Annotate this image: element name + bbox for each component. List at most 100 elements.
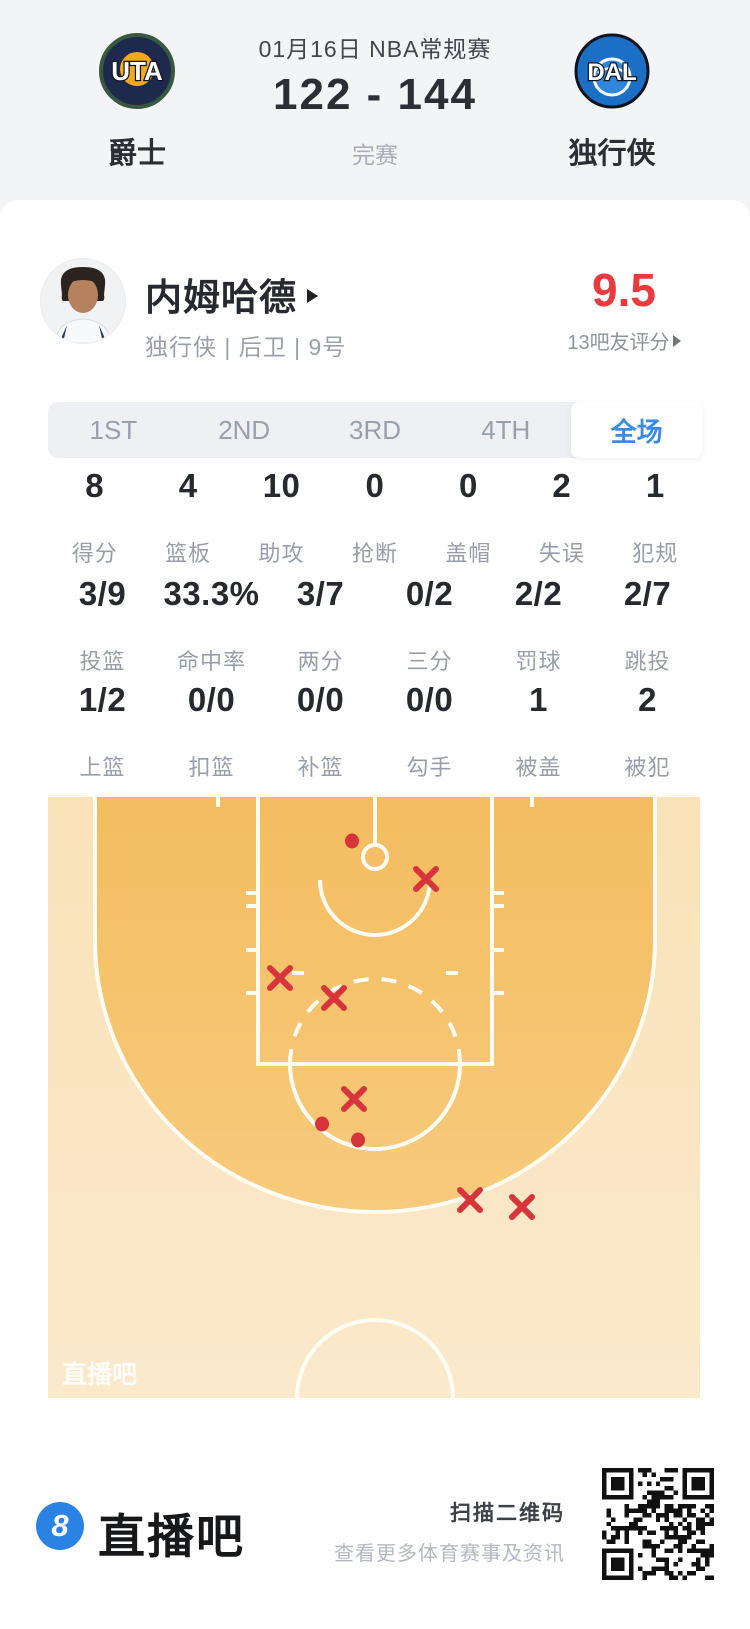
center-circle bbox=[295, 1318, 455, 1398]
stat-label: 命中率 bbox=[176, 649, 246, 674]
stat-cell: 8 得分 bbox=[48, 468, 141, 568]
tab-1st[interactable]: 1ST bbox=[48, 402, 179, 458]
stat-label: 盖帽 bbox=[445, 541, 492, 566]
logo-digit: 8 bbox=[51, 1508, 69, 1543]
home-team-logo: UTA bbox=[99, 33, 175, 109]
svg-text:UTA: UTA bbox=[111, 56, 163, 86]
stat-cell: 1 被盖 bbox=[484, 682, 593, 782]
tab-label: 3RD bbox=[348, 414, 401, 445]
stat-cell: 0/0 补篮 bbox=[266, 682, 375, 782]
qr-code-icon bbox=[602, 1468, 714, 1580]
scan-subtitle: 查看更多体育赛事及资讯 bbox=[334, 1543, 565, 1565]
stat-label: 投篮 bbox=[79, 649, 126, 674]
tab-2nd[interactable]: 2ND bbox=[179, 402, 310, 458]
tab-full-game[interactable]: 全场 bbox=[571, 402, 702, 458]
scan-title: 扫描二维码 bbox=[450, 1502, 565, 1525]
shot-chart: 直播吧 bbox=[48, 793, 700, 1398]
stat-value: 1 bbox=[529, 681, 548, 718]
stat-value: 1/2 bbox=[78, 681, 127, 718]
uta-jazz-logo-icon: UTA bbox=[99, 33, 175, 109]
tab-label: 2ND bbox=[218, 414, 271, 445]
player-avatar-icon bbox=[41, 259, 125, 343]
stat-value: 2/2 bbox=[514, 575, 563, 612]
arrow-right-icon bbox=[672, 334, 681, 347]
made-shot-marker bbox=[315, 1116, 329, 1132]
stat-label: 被犯 bbox=[624, 755, 671, 780]
stats-row-shot-types: 1/2 上篮 0/0 扣篮 0/0 补篮 0/0 勾手 1 被盖 2 被犯 bbox=[48, 682, 702, 782]
stat-label: 两分 bbox=[297, 649, 344, 674]
stat-value: 4 bbox=[178, 467, 198, 504]
tab-label: 1ST bbox=[89, 414, 138, 445]
stat-value: 0/0 bbox=[187, 681, 236, 718]
made-shot-marker bbox=[351, 1132, 365, 1148]
missed-shot-marker bbox=[341, 1086, 367, 1112]
stat-label: 上篮 bbox=[79, 755, 126, 780]
zhibo8-logo-icon: 8 bbox=[36, 1502, 84, 1550]
stat-cell: 0 盖帽 bbox=[422, 468, 515, 568]
tab-4th[interactable]: 4TH bbox=[440, 402, 571, 458]
lane-hash-marks bbox=[246, 891, 504, 995]
stats-row-basic: 8 得分 4 篮板 10 助攻 0 抢断 0 盖帽 2 失误 1 犯规 bbox=[48, 468, 702, 568]
stat-value: 2/7 bbox=[623, 575, 672, 612]
chevron-right-icon bbox=[307, 288, 318, 303]
player-name: 内姆哈德 bbox=[145, 277, 297, 318]
tab-3rd[interactable]: 3RD bbox=[310, 402, 441, 458]
player-name-link[interactable]: 内姆哈德 bbox=[145, 272, 318, 318]
free-throw-circle-solid bbox=[288, 1063, 462, 1151]
stat-cell: 2 被犯 bbox=[593, 682, 702, 782]
stat-label: 助攻 bbox=[258, 541, 305, 566]
stat-label: 抢断 bbox=[351, 541, 398, 566]
stat-cell: 1 犯规 bbox=[609, 468, 702, 568]
away-team-name: 独行侠 bbox=[568, 138, 656, 170]
stat-value: 0/0 bbox=[405, 681, 454, 718]
stat-label: 失误 bbox=[538, 541, 585, 566]
stat-label: 跳投 bbox=[624, 649, 671, 674]
court-watermark: 直播吧 bbox=[62, 1361, 137, 1389]
player-rating-link[interactable]: 9.5 13吧友评分 bbox=[545, 266, 703, 355]
dal-mavericks-logo-icon: DAL bbox=[574, 33, 650, 109]
quarter-tabbar: 1ST 2ND 3RD 4TH 全场 bbox=[48, 402, 702, 458]
rim bbox=[361, 843, 389, 871]
stat-label: 三分 bbox=[406, 649, 453, 674]
stat-label: 补篮 bbox=[297, 755, 344, 780]
stat-cell: 2 失误 bbox=[515, 468, 608, 568]
stat-value: 33.3% bbox=[163, 575, 260, 612]
missed-shot-marker bbox=[267, 965, 293, 991]
stat-label: 被盖 bbox=[515, 755, 562, 780]
stat-label: 犯规 bbox=[632, 541, 679, 566]
home-team-name: 爵士 bbox=[107, 138, 166, 170]
stat-cell: 2/7 跳投 bbox=[593, 576, 702, 676]
stat-cell: 4 篮板 bbox=[141, 468, 234, 568]
stat-value: 10 bbox=[262, 467, 301, 504]
missed-shot-marker bbox=[509, 1194, 535, 1220]
shot-chart-svg: 直播吧 bbox=[48, 793, 700, 1398]
tab-label: 4TH bbox=[481, 414, 531, 445]
match-date: 01月16日 NBA常规赛 bbox=[258, 36, 492, 62]
three-point-line bbox=[93, 793, 657, 1214]
stat-cell: 0/2 三分 bbox=[375, 576, 484, 676]
stat-cell: 0/0 扣篮 bbox=[157, 682, 266, 782]
qr-code bbox=[602, 1468, 714, 1580]
stat-value: 3/9 bbox=[78, 575, 127, 612]
free-throw-circle-dashed bbox=[288, 977, 462, 1065]
stat-label: 篮板 bbox=[165, 541, 212, 566]
tab-label: 全场 bbox=[610, 416, 663, 447]
missed-shot-marker bbox=[321, 985, 347, 1011]
match-score: 122 - 144 bbox=[273, 70, 477, 119]
made-shot-marker bbox=[345, 833, 359, 849]
stat-value: 0/2 bbox=[405, 575, 454, 612]
stat-label: 罚球 bbox=[515, 649, 562, 674]
stat-cell: 0 抢断 bbox=[328, 468, 421, 568]
match-status: 完赛 bbox=[352, 142, 398, 168]
baseline-ticks bbox=[216, 793, 534, 807]
away-team-logo: DAL bbox=[574, 33, 650, 109]
stat-cell: 2/2 罚球 bbox=[484, 576, 593, 676]
stat-cell: 1/2 上篮 bbox=[48, 682, 157, 782]
stat-value: 2 bbox=[552, 467, 572, 504]
stat-value: 0 bbox=[365, 467, 385, 504]
stat-value: 0/0 bbox=[296, 681, 345, 718]
shot-markers bbox=[267, 833, 535, 1220]
stat-cell: 0/0 勾手 bbox=[375, 682, 484, 782]
stat-value: 2 bbox=[638, 681, 657, 718]
player-rating: 9.5 bbox=[592, 264, 656, 316]
